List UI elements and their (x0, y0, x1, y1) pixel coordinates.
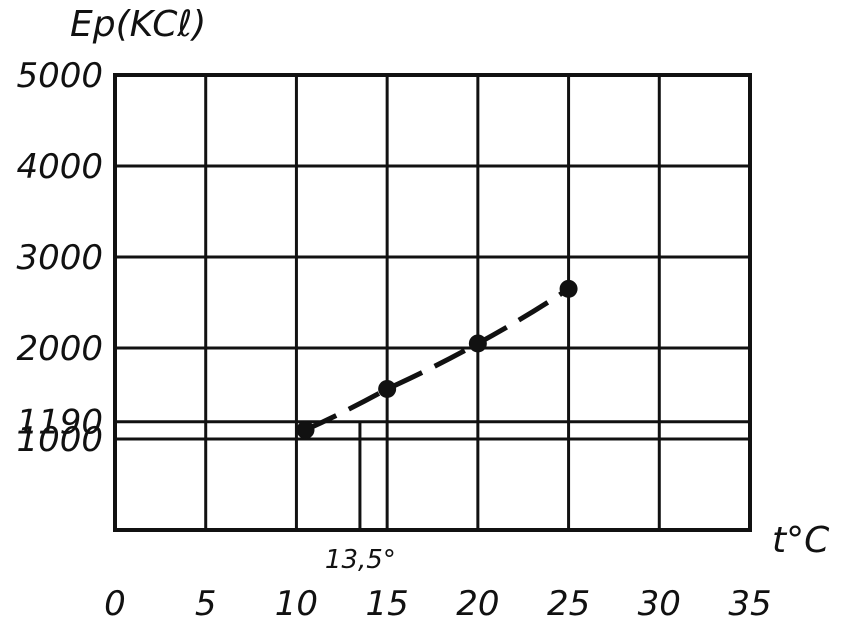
y-tick-label: 3000 (16, 238, 103, 278)
x-tick-label: 20 (456, 584, 499, 624)
y-axis-label: Ep(KCℓ) (70, 4, 206, 45)
y-tick-label: 1190 (16, 403, 103, 443)
grid-lines (113, 75, 752, 530)
y-tick-label: 2000 (16, 329, 103, 369)
y-tick-label: 4000 (16, 147, 103, 187)
x-tick-label: 0 (104, 584, 126, 624)
plot-frame (113, 73, 752, 532)
x-tick-label: 25 (547, 584, 590, 624)
y-tick-label: 5000 (16, 56, 103, 96)
data-point-1 (378, 379, 397, 398)
data-point-2 (468, 334, 487, 353)
x-tick-labels: 0 5 10 15 20 25 30 35 (104, 584, 771, 624)
x-tick-label: 30 (638, 584, 681, 624)
y-tick-label: 1000 (16, 420, 103, 460)
data-points (296, 279, 578, 439)
data-point-3 (559, 279, 578, 298)
series-line (304, 286, 570, 433)
x-tick-label: 35 (728, 584, 771, 624)
x-tick-label: 15 (366, 584, 409, 624)
x-tick-label: 10 (275, 584, 318, 624)
annotation-label: 13,5° (325, 545, 396, 575)
x-tick-label: 5 (195, 584, 217, 624)
x-axis-label: t°C (772, 520, 830, 561)
data-point-0 (296, 420, 315, 439)
